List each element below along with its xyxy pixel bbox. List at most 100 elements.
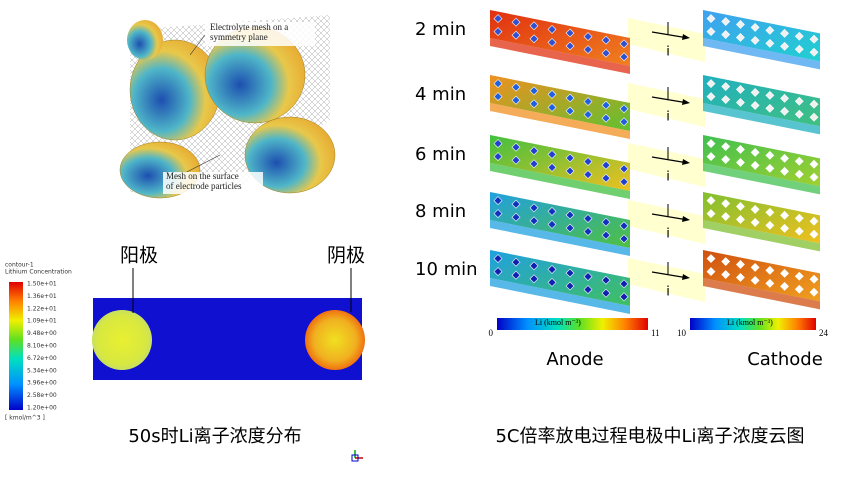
- cathode-pore: [721, 257, 731, 266]
- anode-pore: [511, 17, 521, 27]
- cathode-pore: [721, 270, 731, 279]
- anode-strip-side: [490, 278, 630, 314]
- anode-strip: [490, 192, 630, 248]
- anode-pore: [547, 102, 557, 112]
- current-arrow: [651, 271, 689, 279]
- anode-pore: [493, 14, 503, 24]
- anode-pore: [619, 164, 629, 174]
- anode-pore: [583, 285, 593, 295]
- cathode-pore: [780, 268, 789, 278]
- anode-pore: [601, 160, 611, 170]
- scale-title: Li (kmol m⁻³): [535, 318, 581, 327]
- anode-strip-side: [490, 163, 630, 199]
- cathode-pore: [736, 20, 745, 29]
- electrolyte-band: [628, 143, 705, 187]
- anode-pore: [511, 257, 521, 267]
- cathode-pore: [736, 273, 745, 282]
- cathode-pore: [736, 85, 745, 94]
- mesh-label: symmetry plane: [210, 32, 268, 42]
- cathode-pore: [706, 196, 716, 206]
- current-label: i: [666, 110, 670, 125]
- legend-level: 8.10e+00: [27, 343, 57, 350]
- cathode-pore: [765, 220, 775, 230]
- anode-pore: [583, 170, 593, 180]
- anode-pore: [619, 104, 629, 114]
- anode-pore: [493, 196, 503, 206]
- time-label: 10 min: [415, 259, 478, 280]
- cathode-pore: [706, 267, 716, 277]
- cathode-pore: [794, 284, 804, 294]
- particle: [127, 20, 163, 60]
- cathode-pore: [736, 98, 745, 107]
- cathode-pore: [706, 254, 716, 264]
- legend-level: 1.50e+01: [27, 281, 57, 288]
- anode-pore: [511, 155, 521, 165]
- anode-pore: [619, 292, 629, 302]
- anode-pore: [583, 157, 593, 167]
- cathode-strip: [703, 10, 820, 62]
- cathode-pore: [794, 96, 804, 106]
- cathode-pore: [736, 202, 745, 211]
- cathode-pore: [736, 215, 745, 224]
- cathode-pore: [706, 139, 716, 149]
- anode-pore: [529, 159, 539, 169]
- scale-title: Li (kmol m⁻³): [727, 318, 773, 327]
- cathode-pore: [809, 229, 819, 239]
- cathode-pore: [765, 278, 775, 288]
- anode-pore: [565, 210, 575, 220]
- anode-pore: [511, 82, 521, 92]
- cathode-pore: [750, 23, 760, 32]
- mesh-figure: Electrolyte mesh on a symmetry plane Mes…: [119, 15, 336, 199]
- cathode-strip: [703, 75, 820, 127]
- cathode-colorbar: [690, 318, 816, 330]
- anode-pore: [547, 89, 557, 99]
- axis-triad: [351, 450, 363, 462]
- scale-min: 0: [489, 328, 494, 338]
- caption: 50s时Li离子浓度分布: [128, 426, 301, 447]
- cathode-pore: [765, 150, 775, 160]
- cathode-pore: [809, 34, 819, 44]
- anode-pore: [565, 106, 575, 116]
- cathode-pore: [750, 276, 760, 285]
- anode-pore: [529, 261, 539, 271]
- cathode-pore: [765, 25, 775, 35]
- anode-pore: [565, 153, 575, 163]
- cathode-strip-side: [703, 163, 820, 195]
- scale-max: 11: [651, 328, 660, 338]
- current-label: i: [666, 45, 670, 60]
- leader-line: [189, 34, 206, 56]
- cathode-pore: [750, 161, 760, 170]
- cathode-strip-side: [703, 278, 820, 310]
- anode-particle: [92, 310, 152, 370]
- cathode-pore: [780, 281, 789, 291]
- anode-colorbar: [497, 318, 648, 330]
- cathode-pore: [750, 148, 760, 157]
- anode-pore: [547, 37, 557, 47]
- cathode-pore: [794, 213, 804, 223]
- anode-pore: [601, 48, 611, 58]
- cathode-pore: [794, 169, 804, 179]
- cathode-pore: [780, 41, 789, 51]
- current-label: i: [666, 170, 670, 185]
- anode-pore: [529, 21, 539, 31]
- current-label: i: [666, 227, 670, 242]
- cathode-pore: [721, 95, 731, 104]
- legend-unit: [ kmol/m^3 ]: [5, 415, 45, 422]
- mesh-label: of electrode particles: [166, 181, 242, 191]
- anode-pore: [565, 28, 575, 38]
- anode-name: Anode: [546, 349, 603, 370]
- anode-pore: [493, 254, 503, 264]
- legend-level: 1.36e+01: [27, 293, 57, 300]
- electrolyte-band: [628, 83, 705, 127]
- cathode-pore: [736, 145, 745, 154]
- time-label: 4 min: [415, 84, 466, 105]
- cathode-pore: [706, 209, 716, 219]
- current-arrow: [651, 213, 689, 221]
- cathode-strip: [703, 192, 820, 244]
- anode-strip: [490, 135, 630, 191]
- legend-level: 5.34e+00: [27, 367, 57, 374]
- mesh-label: Electrolyte mesh on a: [210, 22, 288, 32]
- anode-label: 阳极: [120, 245, 158, 267]
- arrow-head: [682, 216, 690, 222]
- cross-section: 阳极 阴极 50s时Li离子浓度分布: [92, 245, 365, 462]
